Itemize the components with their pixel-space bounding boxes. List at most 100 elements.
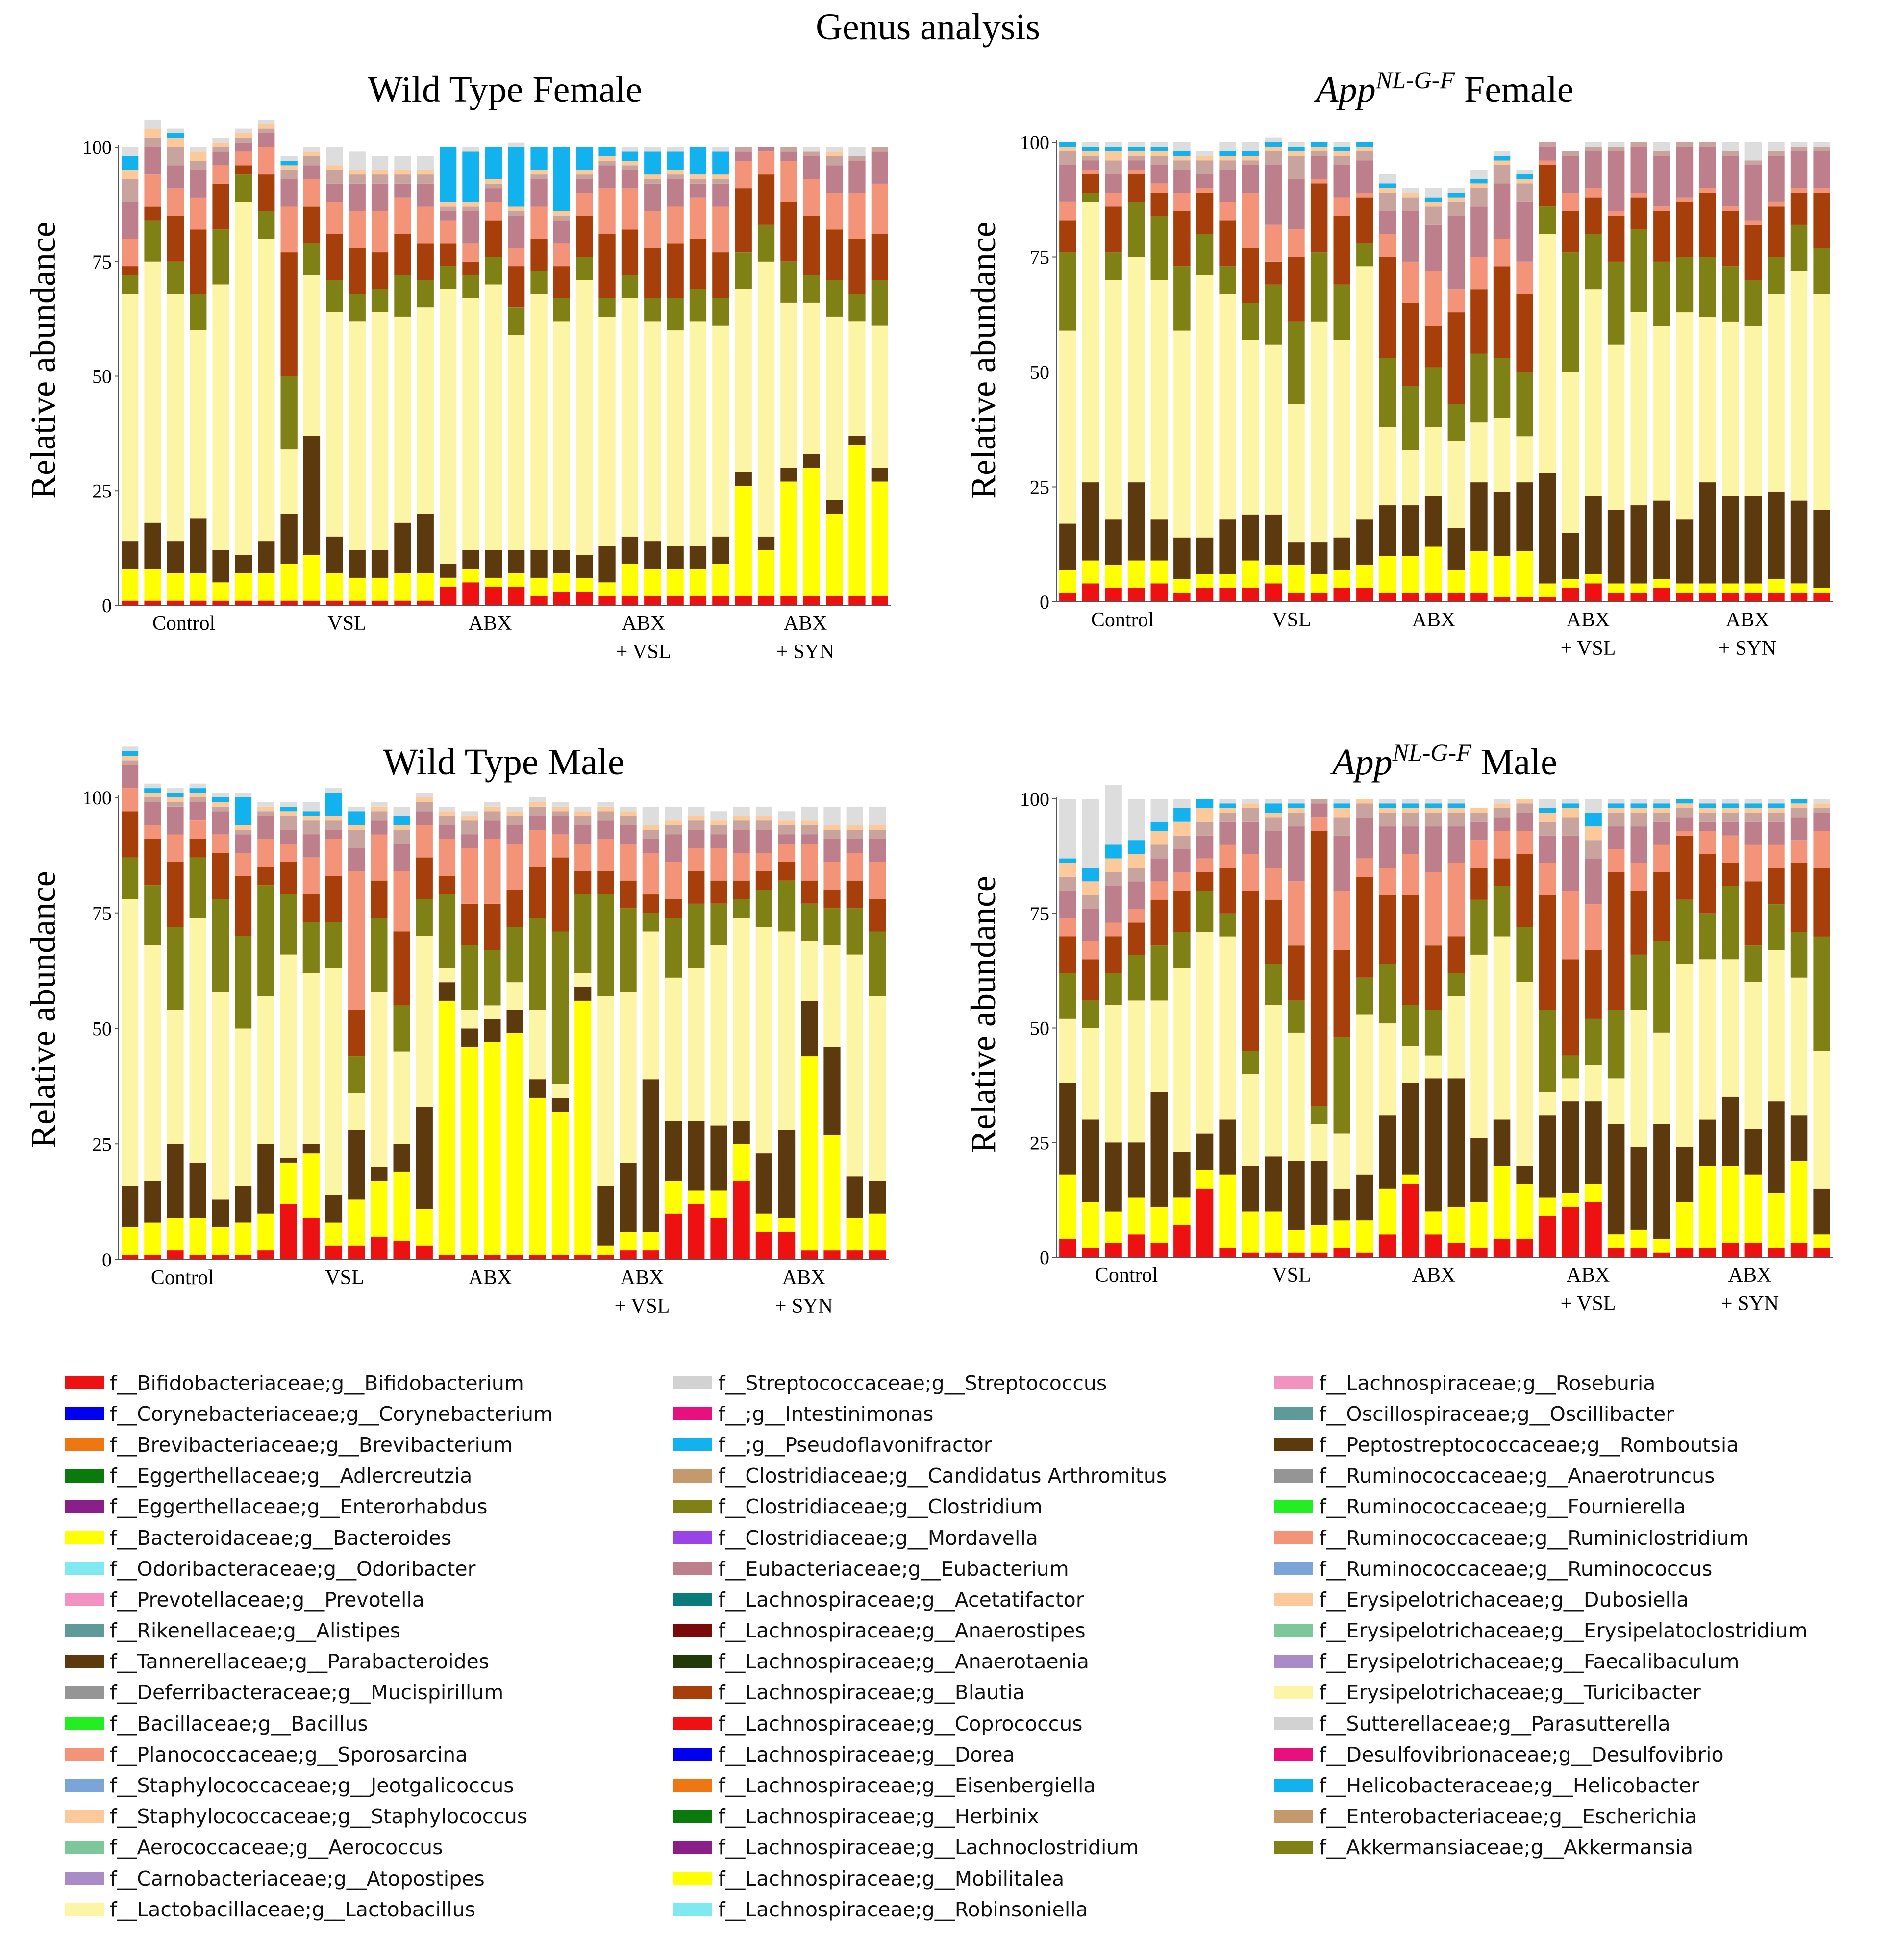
bar-segment (1150, 151, 1168, 156)
bar-segment (212, 992, 229, 1200)
bar-segment (1562, 959, 1579, 1056)
bar-segment (846, 806, 863, 825)
bar-segment (1813, 799, 1830, 804)
x-group-label-line2: + VSL (616, 641, 672, 663)
bar-segment (644, 183, 661, 211)
bar-segment (1105, 588, 1122, 602)
bar-segment (485, 179, 502, 184)
bar-segment (778, 862, 796, 881)
bar-segment (349, 183, 366, 211)
bar-segment (689, 197, 707, 239)
bar-segment (1813, 1234, 1830, 1248)
bar-segment (167, 600, 184, 605)
x-group-label-line2: + SYN (776, 641, 834, 663)
bar-segment (1105, 519, 1122, 565)
bar-segment (1539, 895, 1556, 1010)
bar-segment (1424, 1055, 1442, 1079)
bar-segment (869, 830, 886, 839)
bar-segment (1493, 936, 1511, 1120)
bar-segment (1288, 542, 1305, 565)
bar-segment (1516, 1166, 1533, 1184)
bar-segment (348, 1093, 365, 1130)
y-tick-label: 100 (82, 136, 112, 158)
bar-segment (688, 816, 705, 821)
bar-segment (1265, 514, 1282, 565)
legend-swatch (673, 1872, 712, 1886)
legend-label: f__;g__Pseudoflavonifractor (718, 1433, 992, 1457)
bar-segment (484, 903, 501, 950)
bar-segment (1173, 1197, 1191, 1225)
legend-swatch (673, 1748, 712, 1762)
bar-segment (1356, 977, 1373, 1015)
bar-segment (801, 1056, 818, 1251)
legend-swatch (65, 1624, 104, 1637)
bar-segment (1744, 160, 1762, 165)
bar-segment (1402, 1184, 1419, 1257)
legend-column-3: f__Lachnospiraceae;g__Roseburia f__Oscill… (1272, 1367, 1893, 1863)
bar-segment (803, 156, 820, 179)
legend-swatch (1274, 1407, 1313, 1421)
bar-segment (848, 161, 866, 193)
bar-segment (1242, 514, 1259, 561)
bar-segment (1813, 1188, 1830, 1235)
bar-segment (1790, 151, 1808, 188)
legend-item: f__Lachnospiraceae;g__Mobilitalea (671, 1863, 1308, 1894)
bar-segment (755, 871, 772, 890)
bar-segment (1493, 418, 1511, 492)
bar-segment (484, 1019, 501, 1042)
bar-segment (1790, 799, 1808, 804)
bar-segment (1722, 1243, 1739, 1257)
legend-swatch (1274, 1500, 1313, 1513)
bar-segment (551, 802, 569, 807)
bar-segment (871, 151, 888, 184)
bar-segment (1653, 142, 1670, 151)
bar-segment (1768, 142, 1785, 151)
bar-segment (1379, 211, 1396, 234)
bar-segment (1607, 1234, 1625, 1248)
bar-segment (167, 1144, 184, 1218)
bar-segment (1196, 858, 1214, 872)
bar-segment (461, 816, 478, 821)
bar-segment (1402, 386, 1419, 450)
bar-segment (826, 147, 843, 152)
bar-segment (1676, 1202, 1694, 1248)
bar-segment (1356, 266, 1373, 520)
bar-segment (1653, 151, 1670, 156)
bar-segment (1699, 821, 1716, 831)
bar-segment (644, 298, 661, 322)
bar-segment (1470, 170, 1488, 179)
bar-segment (167, 1250, 184, 1260)
bar-segment (667, 170, 684, 175)
bar-segment (1333, 340, 1350, 538)
bar-segment (1059, 877, 1076, 891)
bar-segment (302, 857, 320, 894)
bar-segment (757, 596, 775, 605)
bar-segment (1379, 1115, 1396, 1189)
bar-segment (508, 206, 525, 211)
bar-segment (1722, 1166, 1739, 1243)
bar-segment (506, 811, 523, 816)
bar-segment (440, 147, 457, 202)
bar-segment (1607, 826, 1625, 849)
bar-segment (1310, 803, 1328, 818)
bar-segment (303, 600, 321, 605)
bar-segment (1059, 858, 1076, 863)
bar-segment (1196, 193, 1214, 234)
bar-segment (1744, 808, 1762, 813)
bar-segment (1653, 1252, 1670, 1257)
bar-segment (1768, 904, 1785, 950)
bar-segment (1082, 1202, 1099, 1248)
bar-segment (1402, 193, 1419, 198)
x-group-label: Control (152, 612, 215, 635)
bar-segment (1219, 803, 1236, 808)
bar-segment (1356, 147, 1373, 151)
bar-segment (1516, 294, 1533, 372)
legend-label: f__Erysipelotrichaceae;g__Turicibacter (1319, 1681, 1701, 1705)
bar-segment (1744, 496, 1762, 584)
bar-segment (508, 147, 525, 207)
bar-segment (823, 862, 841, 890)
bar-segment (1310, 179, 1328, 184)
bar-segment (1722, 142, 1739, 151)
bar-segment (1379, 234, 1396, 257)
bar-segment (212, 802, 229, 807)
